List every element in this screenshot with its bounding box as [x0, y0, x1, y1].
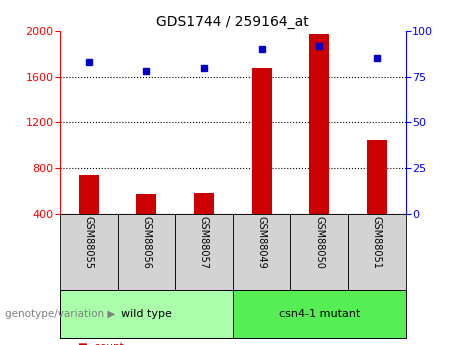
Text: ■  count: ■ count: [78, 342, 124, 345]
Title: GDS1744 / 259164_at: GDS1744 / 259164_at: [156, 14, 309, 29]
Bar: [194, 193, 214, 214]
Text: csn4-1 mutant: csn4-1 mutant: [278, 309, 360, 319]
Bar: [136, 195, 156, 214]
Text: GSM88051: GSM88051: [372, 216, 382, 268]
Text: GSM88050: GSM88050: [314, 216, 324, 268]
Text: GSM88055: GSM88055: [84, 216, 94, 269]
Text: GSM88057: GSM88057: [199, 216, 209, 269]
Bar: [367, 140, 387, 214]
Text: wild type: wild type: [121, 309, 172, 319]
Bar: [252, 68, 272, 214]
Bar: [309, 34, 329, 214]
Text: genotype/variation ▶: genotype/variation ▶: [5, 309, 115, 319]
Text: GSM88056: GSM88056: [142, 216, 151, 268]
Bar: [79, 175, 99, 214]
Text: GSM88049: GSM88049: [257, 216, 266, 268]
